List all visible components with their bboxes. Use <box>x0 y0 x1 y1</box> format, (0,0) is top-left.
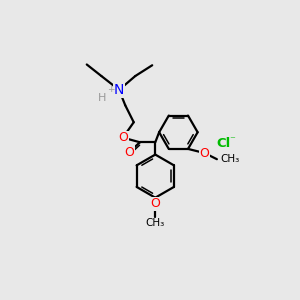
Text: O: O <box>124 146 134 159</box>
Text: CH₃: CH₃ <box>220 154 239 164</box>
Text: N: N <box>114 83 124 97</box>
Text: ⁻: ⁻ <box>230 135 235 145</box>
Text: Cl: Cl <box>216 137 230 150</box>
Text: O: O <box>200 146 209 160</box>
Text: O: O <box>118 131 128 144</box>
Text: H: H <box>98 93 106 103</box>
Text: CH₃: CH₃ <box>146 218 165 229</box>
Text: +: + <box>108 85 115 94</box>
Text: O: O <box>150 197 160 210</box>
